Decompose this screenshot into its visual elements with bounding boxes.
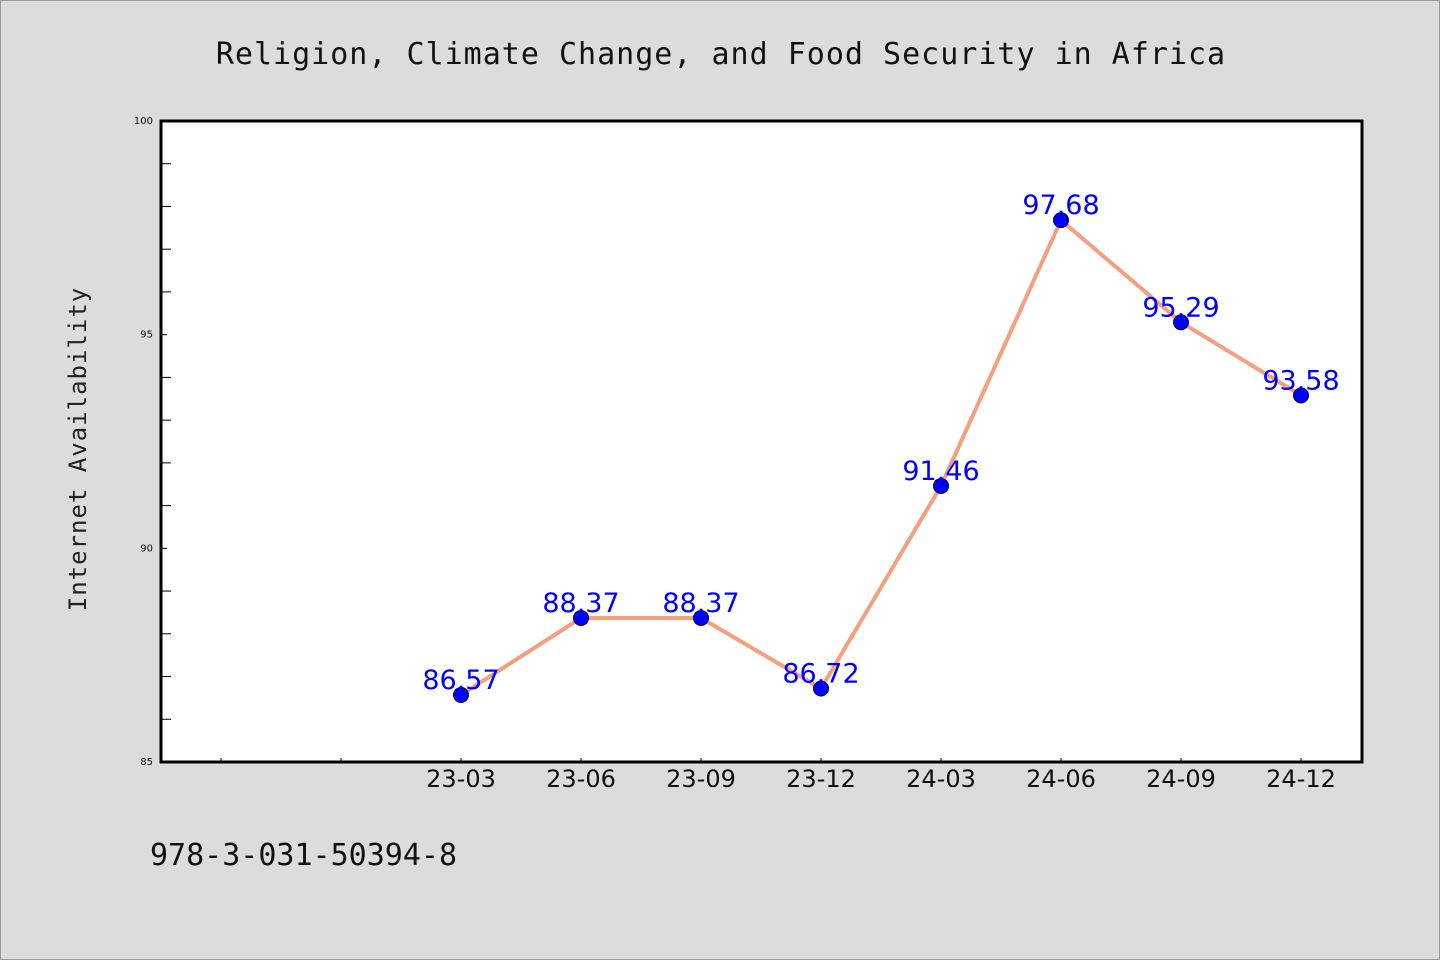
- y-axis-label: Internet Availability: [64, 287, 92, 611]
- plot-area: [159, 119, 1364, 764]
- data-label: 88.37: [662, 588, 739, 619]
- y-tick-label: 85: [140, 757, 153, 768]
- data-label: 86.72: [782, 658, 859, 689]
- y-axis: 85 90 95 100: [134, 116, 171, 768]
- series-line-group: [453, 212, 1309, 703]
- data-label: 86.57: [422, 665, 499, 696]
- x-tick-label: 23-09: [666, 765, 736, 793]
- data-label: 95.29: [1142, 292, 1219, 323]
- y-tick-label: 90: [140, 543, 153, 554]
- data-point: [1053, 212, 1069, 229]
- x-tick-label: 23-03: [426, 765, 496, 793]
- data-label: 88.37: [542, 588, 619, 619]
- data-point: [1173, 314, 1189, 331]
- y-tick-label: 100: [134, 116, 153, 127]
- x-axis: 23-03 23-06 23-09 23-12 24-03 24-06 24-09 24-12: [220, 758, 1336, 793]
- y-tick-label: 95: [140, 330, 153, 341]
- data-point: [453, 686, 469, 703]
- x-tick-label: 23-12: [786, 765, 856, 793]
- x-tick-label: 24-09: [1146, 765, 1216, 793]
- x-tick-label: 23-06: [546, 765, 616, 793]
- data-label: 97.68: [1022, 190, 1099, 221]
- x-tick-label: 24-12: [1266, 765, 1336, 793]
- chart-title: Religion, Climate Change, and Food Secur…: [216, 37, 1226, 72]
- data-point: [573, 609, 589, 626]
- x-tick-label: 24-06: [1026, 765, 1096, 793]
- x-tick-label: 24-03: [906, 765, 976, 793]
- series-line: [459, 218, 1303, 697]
- data-point: [813, 680, 829, 697]
- isbn-footer: 978-3-031-50394-8: [150, 838, 457, 873]
- data-label: 93.58: [1262, 365, 1339, 396]
- data-point: [693, 609, 709, 626]
- data-label: 91.46: [902, 456, 979, 487]
- data-point: [933, 477, 949, 494]
- data-point: [1293, 387, 1309, 404]
- data-labels-group: 86.57 88.37 88.37 86.72 91.46 97.68 95.29 93.58: [422, 190, 1339, 696]
